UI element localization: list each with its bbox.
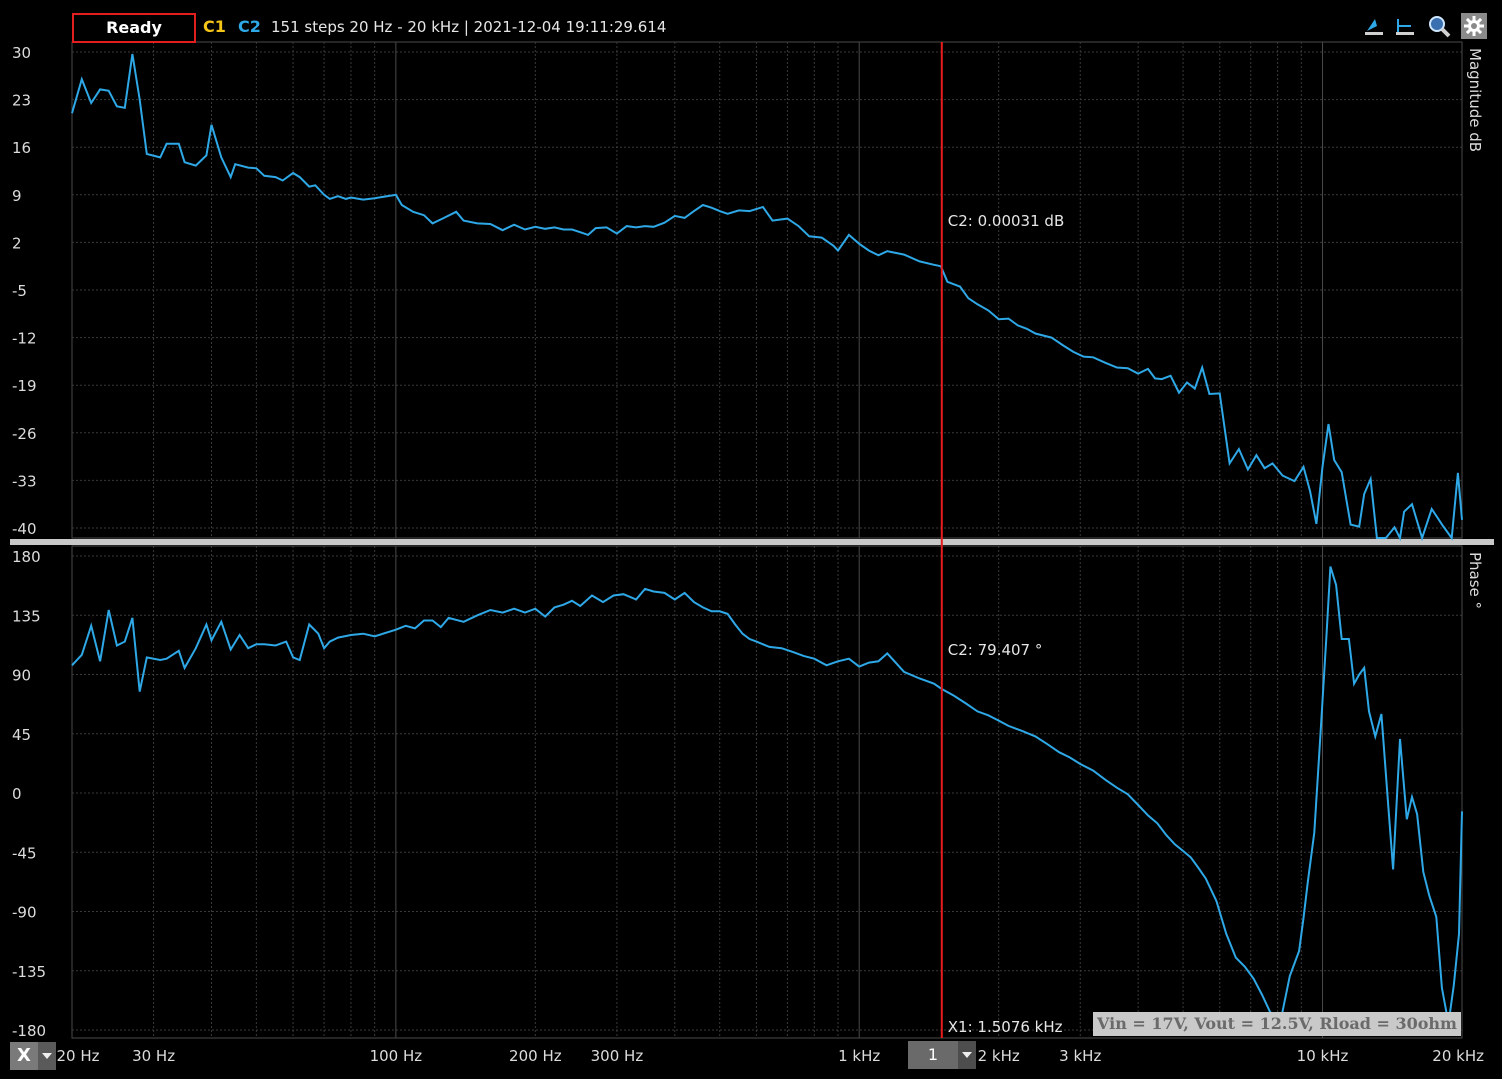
y-tick-label: -135 (12, 963, 46, 981)
status-badge[interactable]: Ready (72, 13, 196, 43)
x-tick-label: 30 Hz (132, 1047, 175, 1065)
panel-splitter (10, 539, 1494, 545)
annotation-note[interactable]: Vin = 17V, Vout = 12.5V, Rload = 30ohm (1093, 1012, 1461, 1036)
zoom-icon[interactable] (1426, 13, 1452, 39)
channel-select[interactable]: 1 (908, 1041, 958, 1069)
y-tick-label: 135 (12, 607, 41, 625)
y-tick-label: -180 (12, 1022, 46, 1040)
y-tick-label: -12 (12, 330, 37, 348)
y-tick-label: 9 (12, 187, 22, 205)
x-tick-label: 10 kHz (1297, 1047, 1349, 1065)
cursor-magnitude-readout: C2: 0.00031 dB (948, 212, 1064, 230)
cursor-phase-readout: C2: 79.407 ° (948, 641, 1043, 659)
x-tick-label: 100 Hz (370, 1047, 423, 1065)
cursor-marker-icon[interactable] (1361, 13, 1387, 39)
y-tick-label: -90 (12, 904, 37, 922)
y-tick-label: 90 (12, 667, 31, 685)
y-tick-label: 0 (12, 785, 22, 803)
y-tick-label: 16 (12, 139, 31, 157)
y-tick-label: 180 (12, 548, 41, 566)
channel-select-dropdown[interactable] (958, 1041, 976, 1069)
y-tick-label: 2 (12, 234, 22, 252)
y-tick-label: -45 (12, 844, 37, 862)
x-tick-label: 2 kHz (978, 1047, 1020, 1065)
x-tick-label: 20 kHz (1432, 1047, 1484, 1065)
series-line-c2 (71, 566, 1463, 1026)
settings-icon[interactable] (1461, 13, 1487, 39)
y-tick-label: -33 (12, 472, 37, 490)
y-axis-title: Phase ° (1466, 552, 1484, 609)
x-tick-label: 1 kHz (838, 1047, 880, 1065)
baseline-icon[interactable] (1392, 13, 1418, 39)
y-tick-label: -40 (12, 520, 37, 538)
channel-1-label[interactable]: C1 (203, 17, 226, 36)
x-tick-label: 3 kHz (1059, 1047, 1101, 1065)
x-tick-label: 300 Hz (591, 1047, 644, 1065)
x-tick-label: 200 Hz (509, 1047, 562, 1065)
toolbar: Ready C1 C2 151 steps 20 Hz - 20 kHz | 2… (0, 12, 1502, 43)
y-tick-label: 23 (12, 92, 31, 110)
plot-frame (71, 545, 1463, 1039)
cursor-x-readout: X1: 1.5076 kHz (948, 1018, 1063, 1036)
y-tick-label: -5 (12, 282, 27, 300)
y-tick-label: -19 (12, 377, 37, 395)
y-axis-title: Magnitude dB (1466, 48, 1484, 152)
channel-2-label[interactable]: C2 (238, 17, 261, 36)
y-tick-label: 30 (12, 44, 31, 62)
series-line-c2 (71, 53, 1463, 542)
x-axis-dropdown[interactable] (38, 1042, 56, 1070)
x-tick-label: 20 Hz (56, 1047, 99, 1065)
y-tick-label: -26 (12, 425, 37, 443)
y-tick-label: 45 (12, 726, 31, 744)
sweep-info: 151 steps 20 Hz - 20 kHz | 2021-12-04 19… (271, 18, 667, 36)
x-axis-button[interactable]: X (10, 1042, 38, 1070)
